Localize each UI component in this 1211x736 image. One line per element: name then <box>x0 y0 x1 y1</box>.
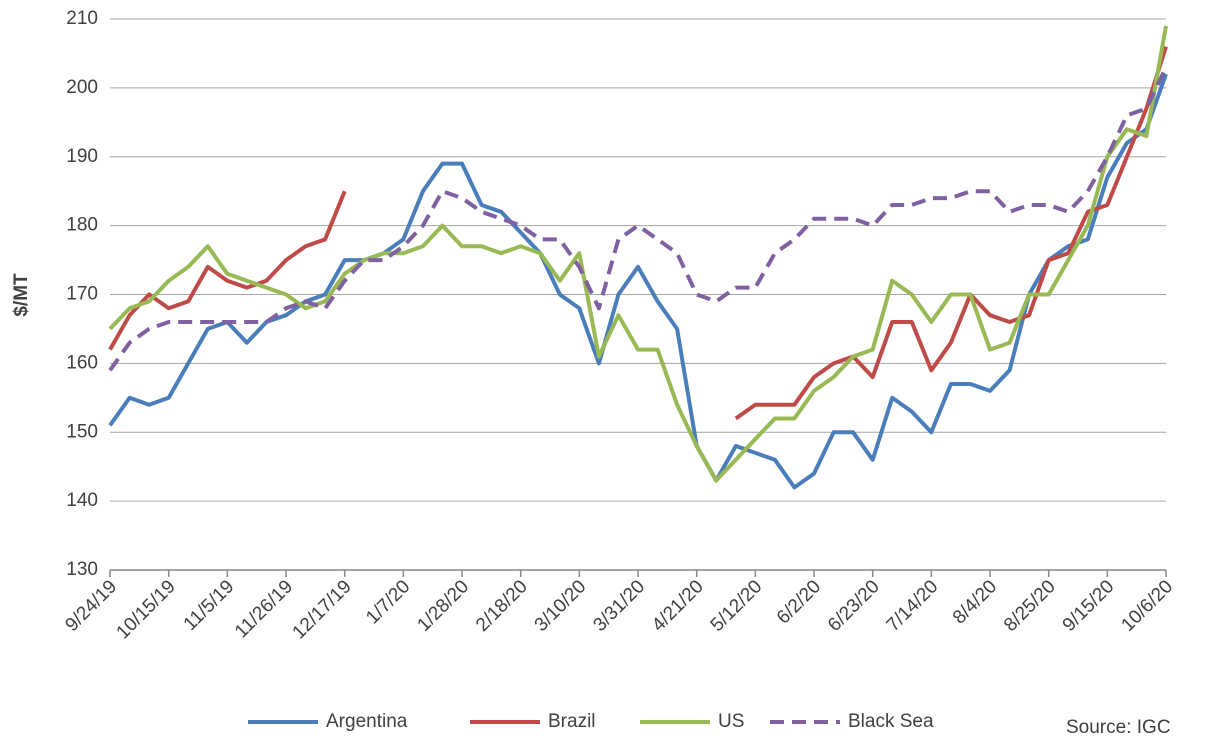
y-tick-label: 180 <box>66 215 98 236</box>
series-line <box>108 45 1168 421</box>
series-line <box>108 25 1168 483</box>
x-tick-label: 6/2/20 <box>773 576 825 628</box>
y-tick-label: 140 <box>66 490 98 511</box>
x-tick-label: 11/26/19 <box>231 576 297 642</box>
x-tick-label: 8/25/20 <box>1000 576 1060 636</box>
x-tick-label: 8/4/20 <box>949 576 1001 628</box>
source-note: Source: IGC <box>1066 717 1171 736</box>
series-line <box>108 66 1168 372</box>
y-tick-label: 200 <box>66 77 98 98</box>
x-tick-label: 6/23/20 <box>824 576 884 636</box>
series-line <box>108 73 1168 490</box>
y-tick-label: 150 <box>66 421 98 442</box>
x-tick-label: 11/5/19 <box>180 576 239 635</box>
legend-label: US <box>718 711 744 732</box>
x-tick-label: 1/28/20 <box>413 576 473 636</box>
y-tick-label: 160 <box>66 352 98 373</box>
legend-label: Brazil <box>548 711 596 732</box>
x-tick-label: 7/14/20 <box>883 576 943 636</box>
y-tick-label: 170 <box>66 284 98 305</box>
legend-label: Black Sea <box>848 711 934 732</box>
y-tick-label: 190 <box>66 146 98 167</box>
x-tick-label: 12/17/19 <box>289 576 356 643</box>
legend-label: Argentina <box>326 711 408 732</box>
x-tick-label: 4/21/20 <box>648 576 708 636</box>
x-tick-label: 1/7/20 <box>362 576 414 628</box>
x-tick-label: 9/24/19 <box>61 576 121 636</box>
y-tick-label: 210 <box>66 8 98 29</box>
x-tick-label: 2/18/20 <box>472 576 532 636</box>
y-axis-label: $/MT <box>11 273 32 317</box>
x-tick-label: 3/10/20 <box>531 576 591 636</box>
y-tick-label: 130 <box>66 559 98 580</box>
x-tick-label: 5/12/20 <box>707 576 767 636</box>
x-tick-label: 10/6/20 <box>1117 576 1177 636</box>
x-tick-label: 10/15/19 <box>113 576 180 643</box>
x-tick-label: 3/31/20 <box>589 576 649 636</box>
x-tick-label: 9/15/20 <box>1059 576 1119 636</box>
